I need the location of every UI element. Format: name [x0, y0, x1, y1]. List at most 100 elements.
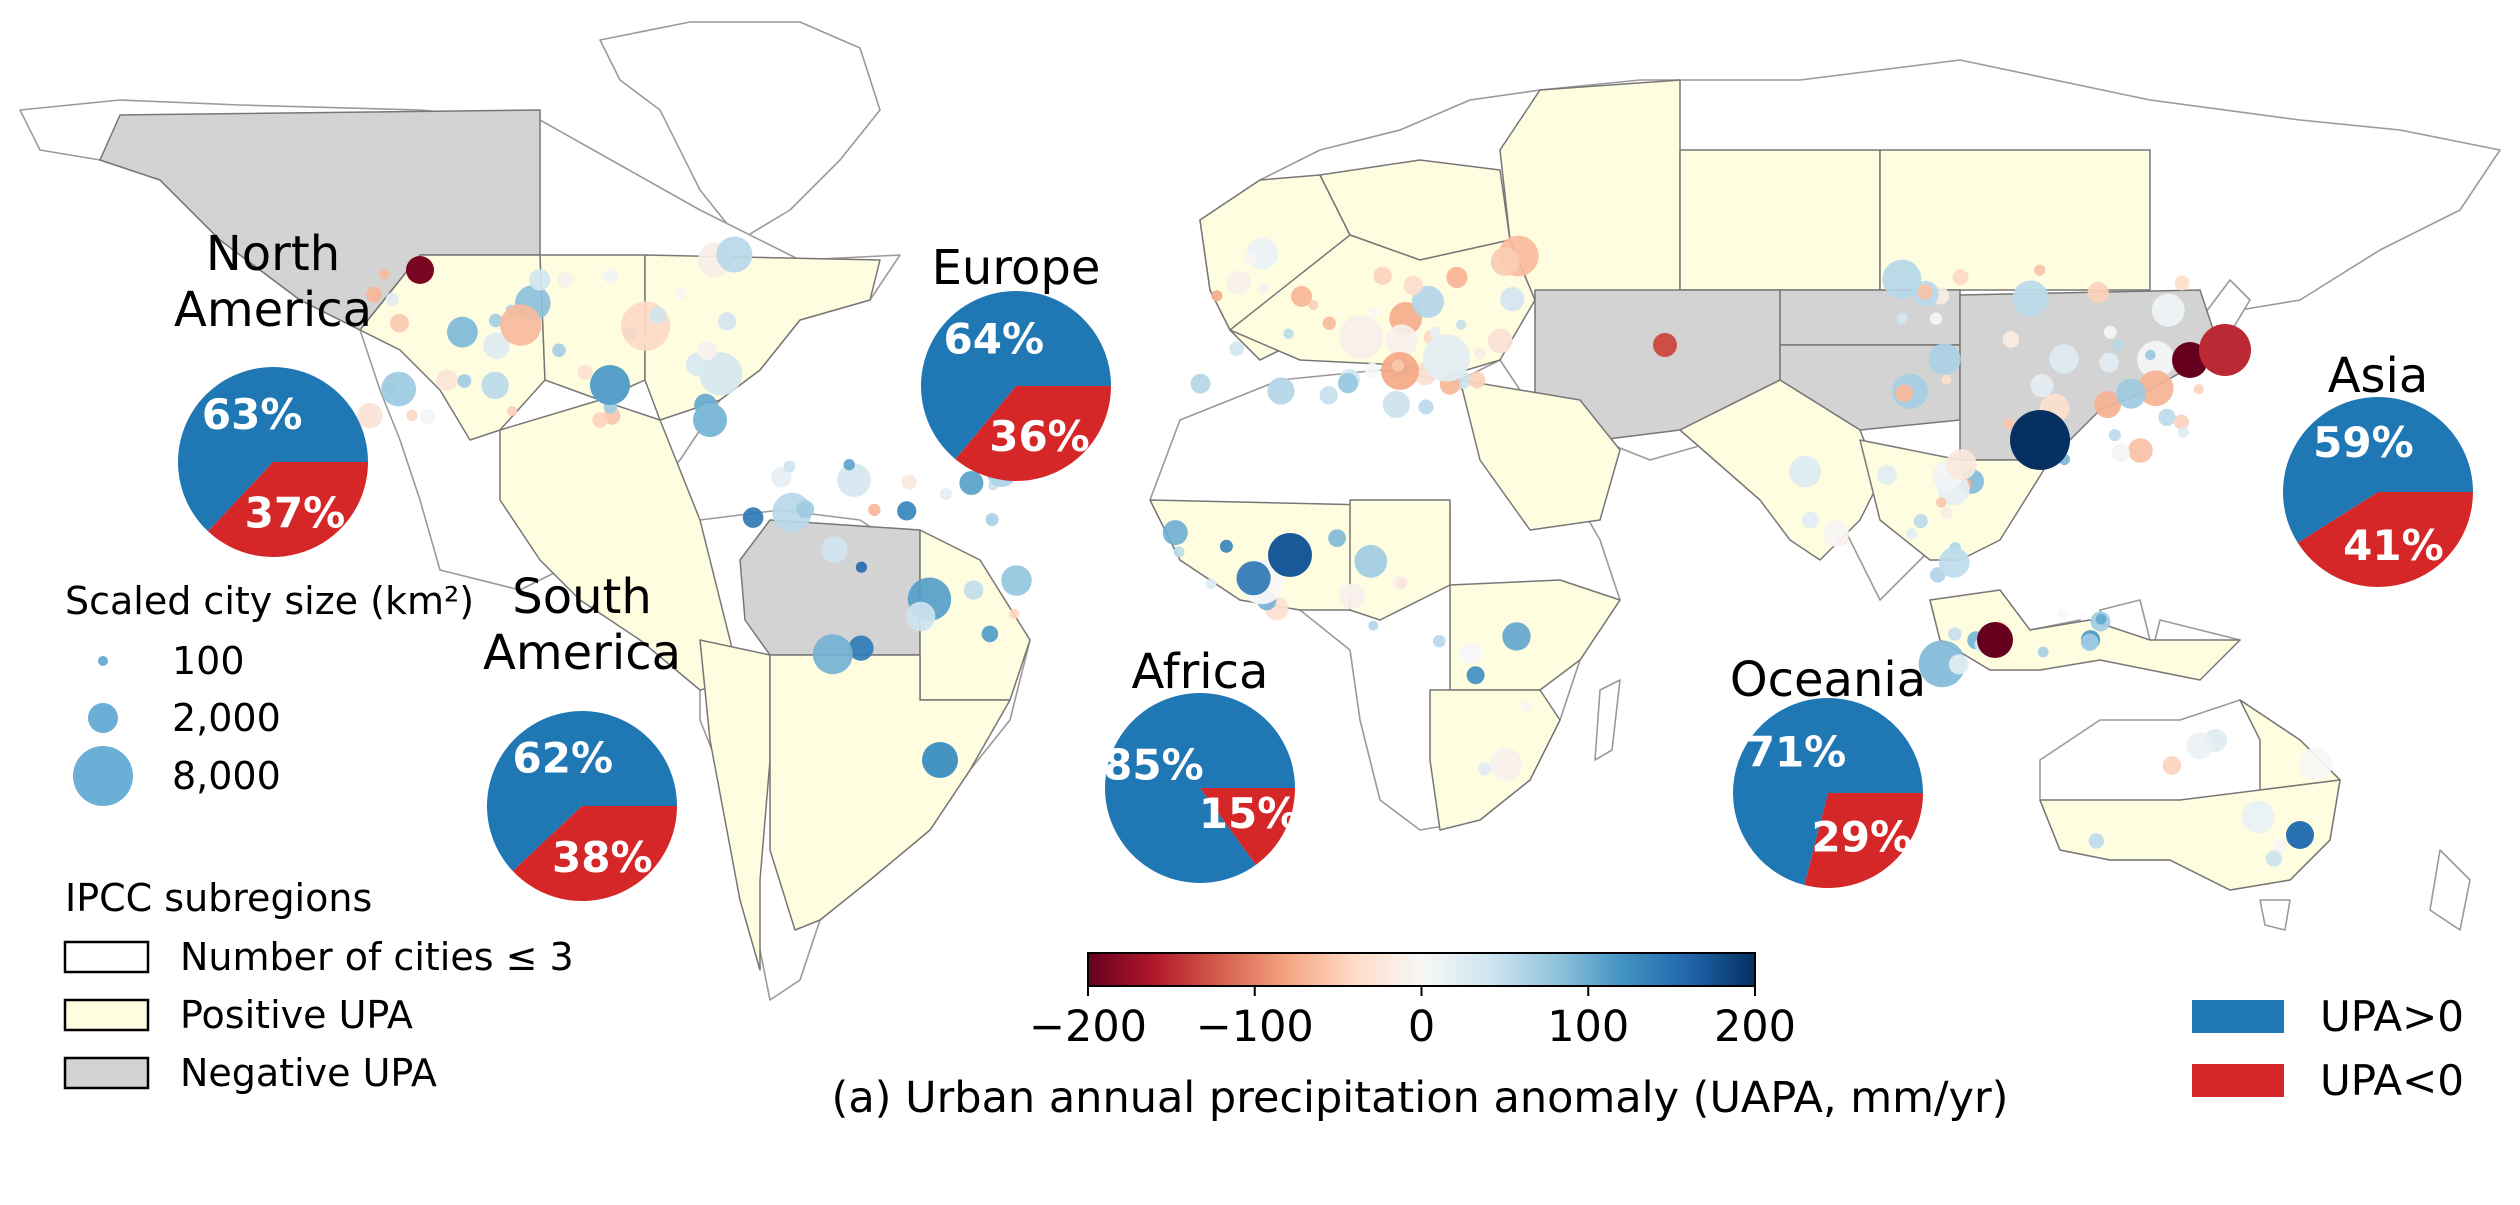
- city-marker: [420, 409, 436, 425]
- city-marker: [552, 343, 566, 358]
- city-marker: [2112, 444, 2130, 462]
- city-marker: [1001, 565, 1032, 596]
- city-marker: [2128, 438, 2153, 463]
- city-marker: [1938, 547, 1970, 578]
- upa-legend-label: UPA>0: [2320, 992, 2464, 1041]
- city-marker: [390, 313, 409, 333]
- subregion-legend-title: IPCC subregions: [65, 876, 372, 920]
- subregion-legend: IPCC subregions Number of cities ≤ 3 Posi…: [63, 876, 574, 1095]
- city-marker: [1339, 583, 1366, 610]
- city-marker: [379, 269, 390, 280]
- continent-title: America: [483, 625, 681, 681]
- upa-legend-swatch: [2192, 1000, 2284, 1033]
- city-marker: [2003, 418, 2015, 430]
- subregion-legend-label: Negative UPA: [180, 1051, 437, 1095]
- subregion-tibet: [1779, 344, 1961, 431]
- city-marker: [2030, 374, 2054, 398]
- subregion-legend-swatch-positive: [63, 998, 150, 1032]
- city-marker: [1403, 275, 1423, 296]
- city-marker: [1459, 642, 1482, 665]
- city-marker: [1395, 577, 1407, 589]
- pie-asia: 59% 41% Asia: [2283, 348, 2473, 588]
- city-marker: [488, 313, 503, 328]
- subregion-legend-label: Number of cities ≤ 3: [180, 935, 574, 979]
- pie-slice-positive: [178, 367, 368, 532]
- city-marker: [1882, 259, 1922, 299]
- colorbar-tick-label: 200: [1714, 1002, 1796, 1052]
- colorbar-tick-label: 0: [1408, 1002, 1435, 1052]
- city-marker: [848, 635, 874, 661]
- city-marker: [385, 292, 399, 306]
- pie-slice-positive: [1105, 693, 1295, 884]
- subregion-south-asia: [1679, 379, 1881, 561]
- city-marker: [959, 471, 984, 495]
- city-marker: [1373, 266, 1392, 285]
- pie-africa: 85%15% Africa: [1103, 644, 1300, 884]
- city-marker: [2186, 732, 2214, 760]
- pie-slice-negative: [207, 462, 368, 558]
- city-marker: [1489, 748, 1523, 781]
- subregion-legend-swatch-few: [63, 940, 150, 974]
- pie-slice-negative: [1804, 793, 1923, 888]
- city-marker: [2080, 633, 2099, 652]
- city-marker: [1283, 328, 1294, 339]
- pie-label-negative: 38%: [552, 833, 653, 882]
- city-marker: [447, 316, 478, 348]
- city-marker: [1789, 455, 1822, 488]
- continent-title: Europe: [932, 240, 1101, 296]
- pie-label-negative: 15%: [1199, 789, 1300, 838]
- city-marker: [483, 332, 510, 360]
- subregion-legend-swatch-negative: [63, 1056, 150, 1090]
- city-marker: [2272, 838, 2287, 854]
- city-marker: [2199, 324, 2251, 376]
- city-marker: [1429, 326, 1441, 338]
- city-marker: [1945, 449, 1977, 480]
- city-marker: [1391, 359, 1404, 372]
- continent-pie-charts: 63%37%NorthAmerica62%38%SouthAmerica64%3…: [174, 226, 2473, 901]
- city-marker: [2242, 800, 2275, 834]
- city-marker: [529, 269, 551, 291]
- city-marker: [1433, 634, 1446, 648]
- city-marker: [2037, 646, 2049, 658]
- city-marker: [2158, 408, 2176, 426]
- city-marker: [1354, 544, 1388, 578]
- city-marker: [1502, 622, 1531, 651]
- city-marker: [1478, 762, 1492, 776]
- pie-label-positive: 62%: [513, 733, 614, 782]
- city-marker: [592, 412, 608, 428]
- city-marker: [2174, 414, 2189, 430]
- city-marker: [2137, 370, 2174, 407]
- city-marker: [1446, 266, 1468, 288]
- city-marker: [506, 405, 518, 417]
- city-marker: [1490, 247, 1520, 276]
- colorbar-tick-label: 100: [1547, 1002, 1629, 1052]
- city-marker: [2172, 342, 2208, 378]
- continent-title: Oceania: [1730, 652, 1926, 708]
- size-legend-label: 2,000: [172, 696, 281, 740]
- city-marker: [1653, 333, 1677, 357]
- city-marker: [2087, 281, 2109, 304]
- city-marker: [1308, 300, 1319, 311]
- city-marker: [783, 460, 796, 473]
- city-marker: [796, 500, 815, 518]
- city-marker: [1267, 377, 1295, 405]
- world-map: [19, 21, 2501, 1001]
- city-marker: [2094, 391, 2122, 419]
- continent-title: North: [206, 226, 340, 282]
- city-marker: [1257, 283, 1269, 295]
- city-marker: [436, 369, 458, 391]
- colorbar: (a) Urban annual precipitation anomaly (…: [832, 952, 2008, 1123]
- subregion-russia-central: [1679, 149, 1881, 291]
- pie-label-negative: 41%: [2343, 521, 2444, 570]
- city-marker: [2151, 293, 2185, 327]
- colorbar-tick-label: −100: [1196, 1002, 1314, 1052]
- city-marker: [1385, 324, 1418, 358]
- city-marker: [855, 561, 868, 573]
- city-marker: [500, 304, 542, 346]
- city-marker: [922, 742, 958, 778]
- size-legend-marker: [73, 746, 133, 806]
- city-marker: [1936, 497, 1947, 508]
- city-marker: [406, 409, 418, 422]
